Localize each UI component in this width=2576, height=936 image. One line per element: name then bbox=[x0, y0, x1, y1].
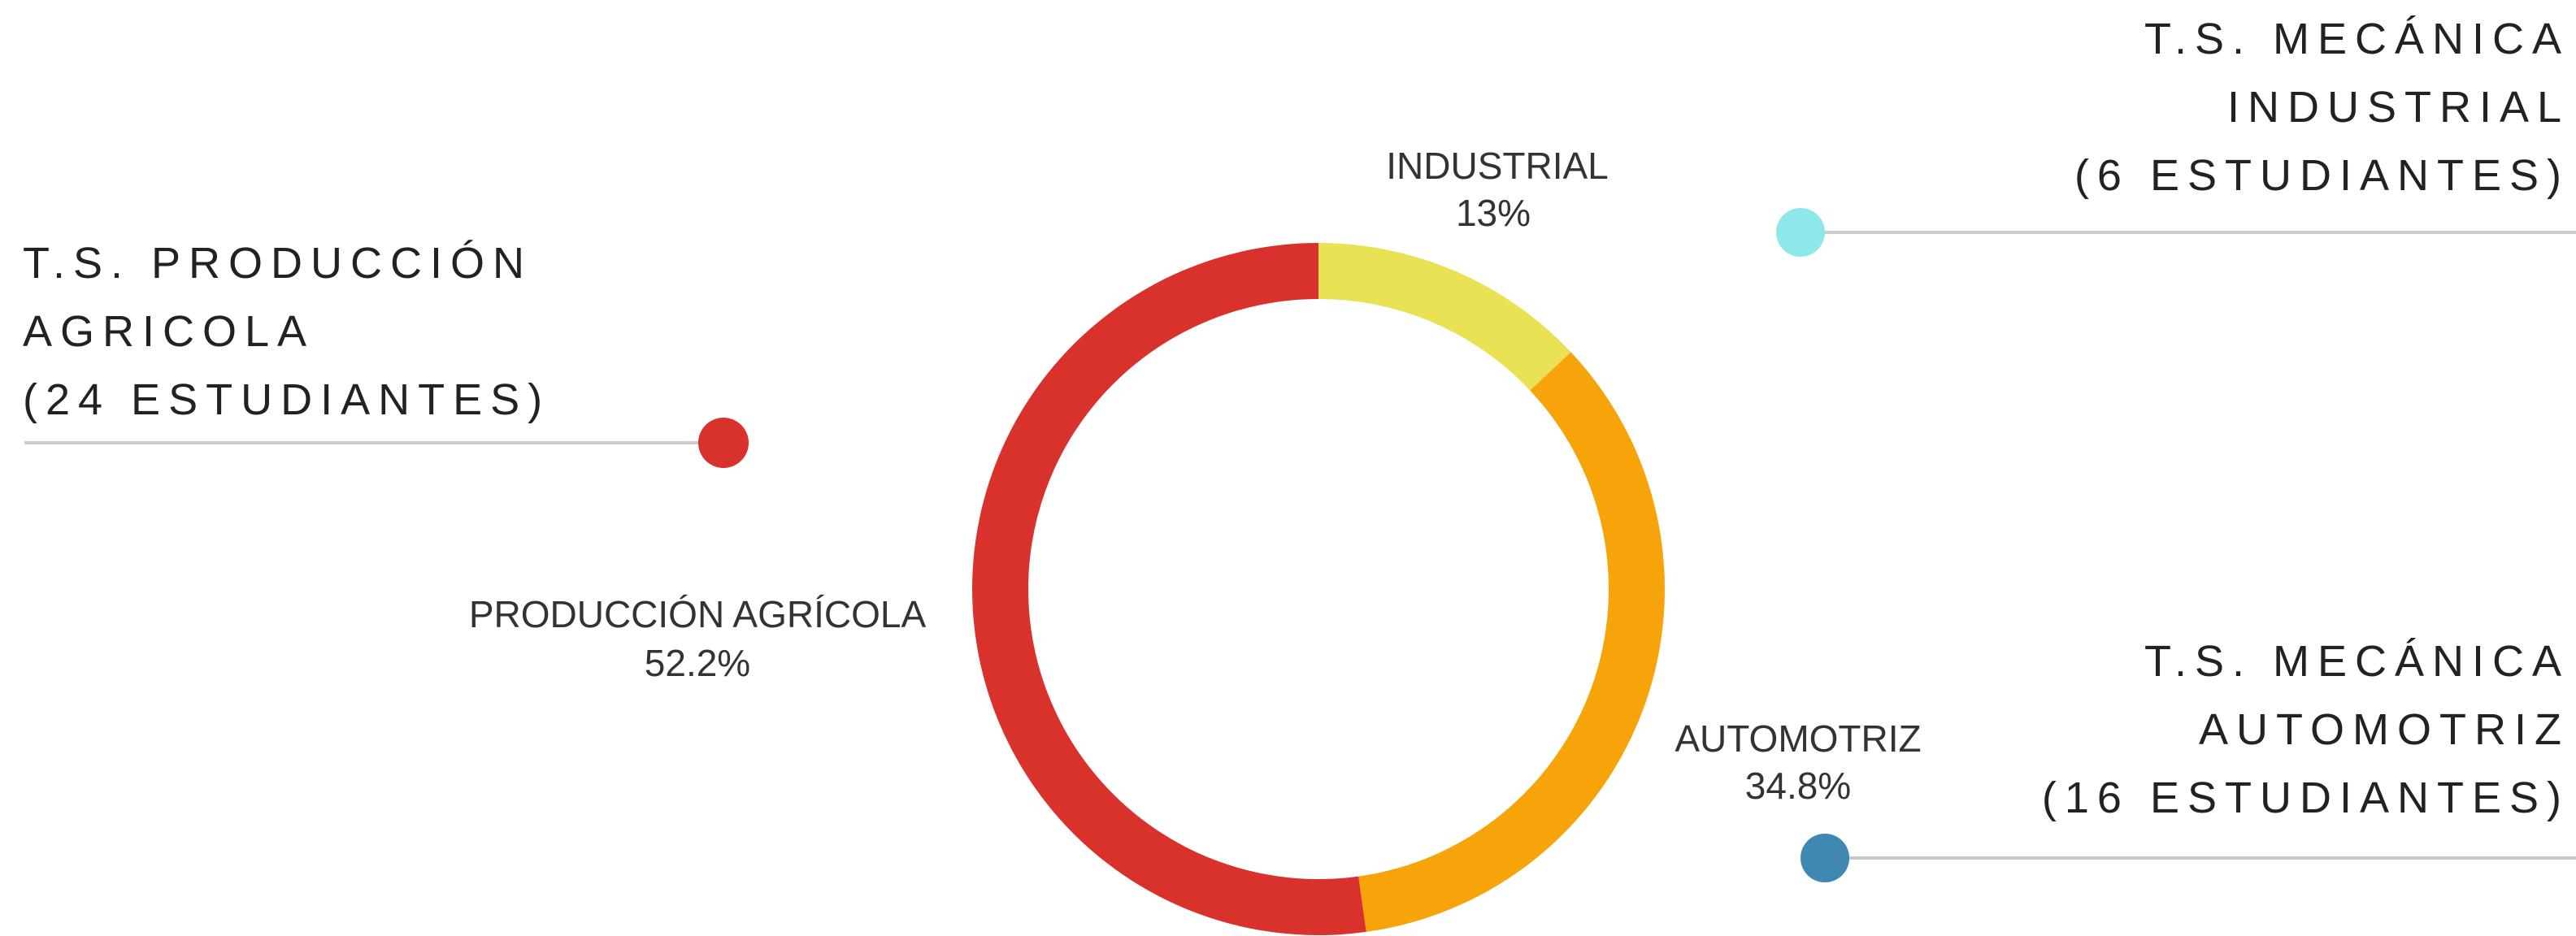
callout-agricola: T.S. PRODUCCIÓN AGRICOLA (24 ESTUDIANTES… bbox=[23, 229, 550, 434]
callout-industrial-line-2: INDUSTRIAL bbox=[2226, 83, 2569, 132]
marker-dot-automotriz bbox=[1801, 834, 1849, 882]
callout-agricola-line-2: AGRICOLA bbox=[23, 307, 315, 356]
slice-label-automotriz: AUTOMOTRIZ bbox=[1675, 717, 1921, 760]
callout-industrial-line-1: T.S. MECÁNICA bbox=[2144, 15, 2569, 63]
donut-slice-industrial bbox=[1318, 243, 1571, 391]
marker-dot-agricola bbox=[698, 418, 749, 468]
callout-automotriz-line-3: (16 ESTUDIANTES) bbox=[2041, 774, 2569, 822]
slice-value-industrial: 13% bbox=[1456, 192, 1531, 234]
callout-automotriz-line-1: T.S. MECÁNICA bbox=[2144, 637, 2569, 686]
callout-automotriz: T.S. MECÁNICA AUTOMOTRIZ (16 ESTUDIANTES… bbox=[2042, 627, 2569, 832]
donut-slices bbox=[971, 243, 1665, 935]
callout-agricola-line-1: T.S. PRODUCCIÓN bbox=[23, 239, 533, 288]
slice-label-industrial: INDUSTRIAL bbox=[1386, 145, 1608, 187]
donut-slice-agricola bbox=[971, 243, 1366, 935]
callout-industrial-line-3: (6 ESTUDIANTES) bbox=[2074, 151, 2569, 200]
slice-label-agricola: PRODUCCIÓN AGRÍCOLA bbox=[469, 593, 927, 635]
callout-agricola-line-3: (24 ESTUDIANTES) bbox=[23, 375, 551, 424]
slice-value-automotriz: 34.8% bbox=[1745, 765, 1851, 807]
marker-dot-industrial bbox=[1776, 208, 1825, 257]
slice-value-agricola: 52.2% bbox=[645, 642, 750, 684]
donut-slice-automotriz bbox=[1358, 352, 1665, 932]
callout-automotriz-line-2: AUTOMOTRIZ bbox=[2199, 705, 2569, 754]
callout-industrial: T.S. MECÁNICA INDUSTRIAL (6 ESTUDIANTES) bbox=[2074, 5, 2569, 210]
